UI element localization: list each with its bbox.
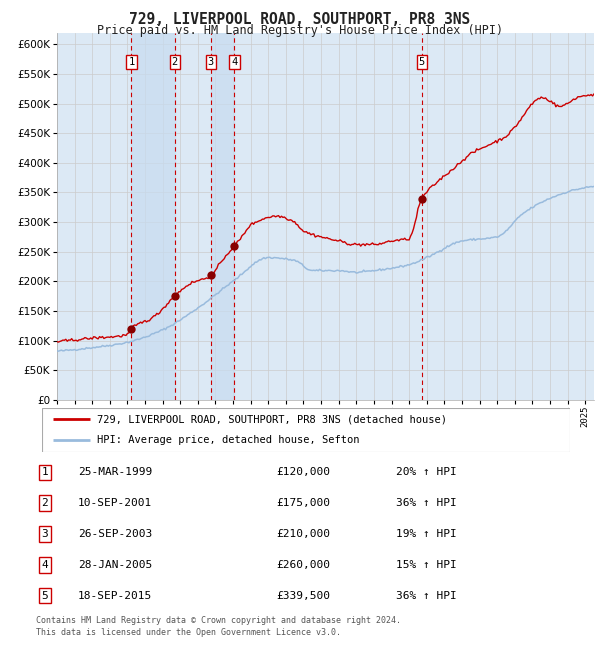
Text: 4: 4 bbox=[41, 560, 49, 570]
Text: £260,000: £260,000 bbox=[276, 560, 330, 570]
Text: 18-SEP-2015: 18-SEP-2015 bbox=[78, 591, 152, 601]
Bar bbox=[211, 32, 235, 400]
Text: Contains HM Land Registry data © Crown copyright and database right 2024.
This d: Contains HM Land Registry data © Crown c… bbox=[36, 616, 401, 637]
Text: 1: 1 bbox=[128, 57, 134, 67]
Text: 28-JAN-2005: 28-JAN-2005 bbox=[78, 560, 152, 570]
Text: £120,000: £120,000 bbox=[276, 467, 330, 477]
Text: £210,000: £210,000 bbox=[276, 529, 330, 539]
Text: 10-SEP-2001: 10-SEP-2001 bbox=[78, 498, 152, 508]
Text: 20% ↑ HPI: 20% ↑ HPI bbox=[396, 467, 457, 477]
Text: 729, LIVERPOOL ROAD, SOUTHPORT, PR8 3NS: 729, LIVERPOOL ROAD, SOUTHPORT, PR8 3NS bbox=[130, 12, 470, 27]
Bar bbox=[131, 32, 175, 400]
Text: 5: 5 bbox=[419, 57, 425, 67]
Text: £339,500: £339,500 bbox=[276, 591, 330, 601]
Text: 15% ↑ HPI: 15% ↑ HPI bbox=[396, 560, 457, 570]
Text: Price paid vs. HM Land Registry's House Price Index (HPI): Price paid vs. HM Land Registry's House … bbox=[97, 24, 503, 37]
Text: 5: 5 bbox=[41, 591, 49, 601]
Text: 2: 2 bbox=[172, 57, 178, 67]
Text: 36% ↑ HPI: 36% ↑ HPI bbox=[396, 591, 457, 601]
Text: 2: 2 bbox=[41, 498, 49, 508]
Text: £175,000: £175,000 bbox=[276, 498, 330, 508]
Text: 25-MAR-1999: 25-MAR-1999 bbox=[78, 467, 152, 477]
Text: HPI: Average price, detached house, Sefton: HPI: Average price, detached house, Seft… bbox=[97, 435, 360, 445]
Text: 4: 4 bbox=[232, 57, 238, 67]
Text: 3: 3 bbox=[41, 529, 49, 539]
Text: 1: 1 bbox=[41, 467, 49, 477]
Text: 19% ↑ HPI: 19% ↑ HPI bbox=[396, 529, 457, 539]
Text: 36% ↑ HPI: 36% ↑ HPI bbox=[396, 498, 457, 508]
Text: 3: 3 bbox=[208, 57, 214, 67]
Text: 26-SEP-2003: 26-SEP-2003 bbox=[78, 529, 152, 539]
Text: 729, LIVERPOOL ROAD, SOUTHPORT, PR8 3NS (detached house): 729, LIVERPOOL ROAD, SOUTHPORT, PR8 3NS … bbox=[97, 415, 448, 424]
